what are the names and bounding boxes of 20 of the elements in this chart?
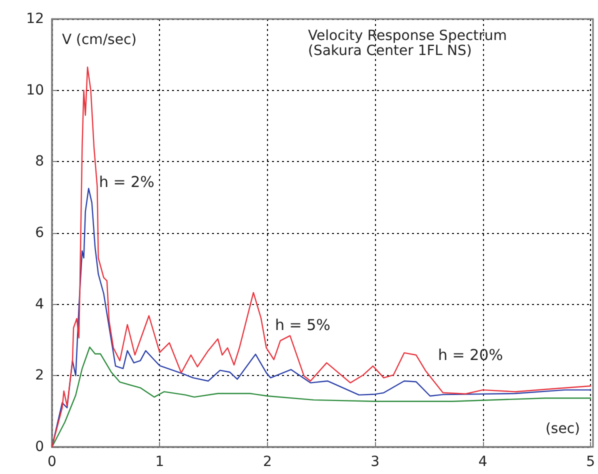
x-tick-label: 3 <box>370 454 380 470</box>
annotation: h = 2% <box>99 173 154 191</box>
y-tick-label: 8 <box>35 154 44 170</box>
x-tick-label: 1 <box>155 454 164 470</box>
y-tick-label: 12 <box>26 11 44 27</box>
x-tick-label: 4 <box>478 454 488 470</box>
y-tick-label: 6 <box>35 225 44 241</box>
y-axis-title: V (cm/sec) <box>62 32 137 48</box>
y-tick-label: 2 <box>35 368 44 384</box>
text: Velocity Response Spectrum <box>308 28 507 44</box>
y-tick-label: 4 <box>35 296 44 312</box>
x-tick-label: 2 <box>262 454 272 470</box>
text: (Sakura Center 1FL NS) <box>308 43 472 59</box>
annotation: h = 20% <box>438 346 503 364</box>
annotation: h = 5% <box>275 316 330 334</box>
x-axis-title: (sec) <box>545 421 580 437</box>
y-tick-label: 0 <box>35 439 44 455</box>
x-tick-label: 0 <box>48 454 56 470</box>
x-tick-label: 5 <box>586 454 596 470</box>
y-tick-label: 10 <box>26 82 44 98</box>
